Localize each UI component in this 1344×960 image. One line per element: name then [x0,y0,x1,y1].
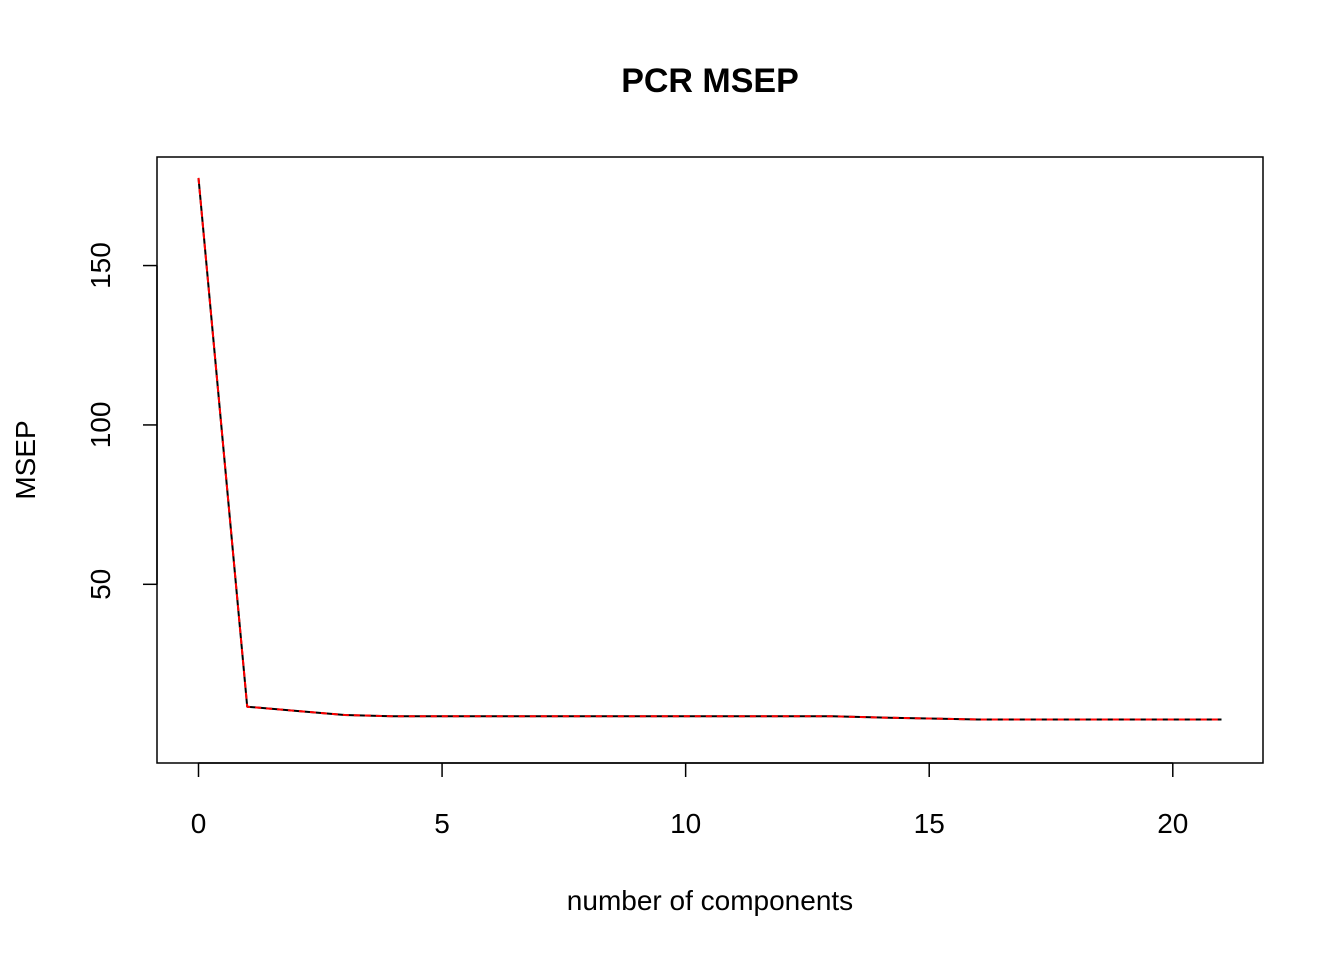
x-tick-label: 15 [914,808,945,839]
x-tick-label: 0 [191,808,207,839]
series-line-1 [197,177,1222,721]
series-layer [197,177,1222,721]
x-axis: 0 5 10 15 20 [191,762,1188,839]
y-tick-label: 100 [85,402,116,449]
y-axis-label: MSEP [10,420,41,499]
x-axis-label: number of components [567,885,853,916]
y-tick-label: 150 [85,242,116,289]
chart-title: PCR MSEP [621,62,799,100]
plot-frame [156,156,1264,764]
y-axis: 50 100 150 [85,242,158,600]
y-tick-label: 50 [85,569,116,600]
x-tick-label: 20 [1157,808,1188,839]
x-tick-label: 10 [670,808,701,839]
x-tick-label: 5 [434,808,450,839]
series-line-2 [197,177,1222,721]
